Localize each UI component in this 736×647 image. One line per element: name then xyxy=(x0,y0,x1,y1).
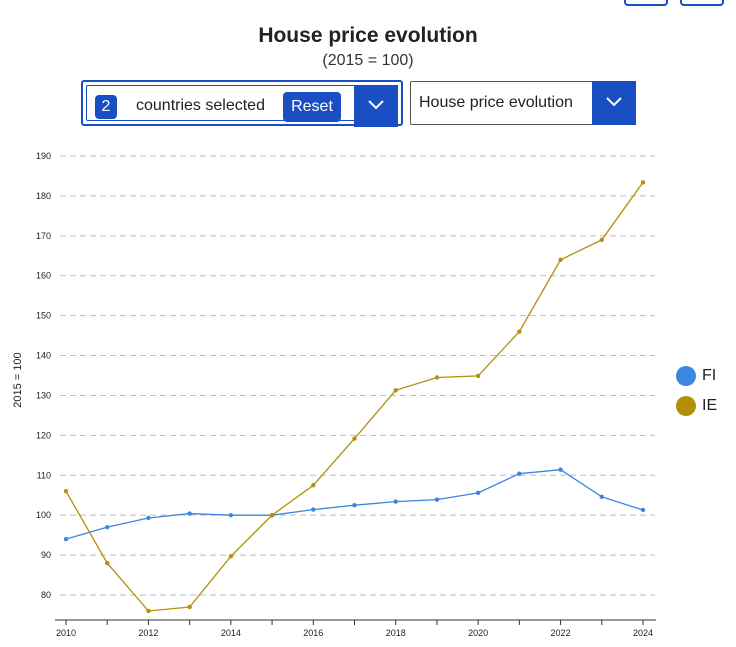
data-point-fi-2019 xyxy=(434,497,440,502)
data-point-ie-2011 xyxy=(105,560,110,566)
y-tick-label-170: 170 xyxy=(36,231,51,241)
data-point-fi-2014 xyxy=(228,512,234,518)
y-tick-label-120: 120 xyxy=(36,430,51,440)
x-tick-label-2016: 2016 xyxy=(303,628,323,638)
x-tick-label-2012: 2012 xyxy=(138,628,158,638)
country-selector-toggle[interactable] xyxy=(354,85,398,127)
data-point-fi-2024 xyxy=(640,507,646,513)
y-tick-label-100: 100 xyxy=(36,510,51,520)
series-line-ie xyxy=(65,181,644,612)
reset-button[interactable]: Reset xyxy=(283,92,341,122)
data-point-ie-2018 xyxy=(393,388,398,393)
legend-label-ie: IE xyxy=(702,397,718,414)
data-point-fi-2010 xyxy=(63,536,69,542)
data-point-fi-2012 xyxy=(146,515,151,521)
indicator-dropdown-value: House price evolution xyxy=(419,94,573,111)
data-point-ie-2016 xyxy=(311,483,316,488)
data-point-ie-2017 xyxy=(352,436,357,441)
data-point-ie-2012 xyxy=(146,608,151,614)
country-selector[interactable]: 2 countries selected Reset xyxy=(81,80,403,127)
data-point-fi-2018 xyxy=(393,499,398,504)
y-axis-label: 2015 = 100 xyxy=(12,352,24,407)
x-tick-label-2020: 2020 xyxy=(468,628,488,638)
data-point-ie-2014 xyxy=(228,554,234,559)
top-button-2[interactable] xyxy=(680,0,724,6)
data-point-fi-2023 xyxy=(599,494,604,500)
x-tick-label-2014: 2014 xyxy=(221,628,241,638)
data-point-fi-2017 xyxy=(352,503,357,508)
data-point-ie-2015 xyxy=(269,512,275,518)
countries-selected-label: countries selected xyxy=(136,97,265,114)
data-point-ie-2013 xyxy=(187,604,192,610)
country-selector-inner: 2 countries selected Reset xyxy=(86,85,398,127)
y-tick-label-150: 150 xyxy=(36,311,51,321)
x-tick-label-2018: 2018 xyxy=(386,628,406,638)
data-point-fi-2021 xyxy=(517,471,522,476)
y-tick-label-80: 80 xyxy=(41,590,51,600)
chart-title: House price evolution xyxy=(258,24,478,47)
x-tick-label-2024: 2024 xyxy=(633,628,653,638)
data-point-fi-2011 xyxy=(105,524,110,530)
data-point-ie-2019 xyxy=(434,375,440,380)
chevron-down-icon xyxy=(606,97,622,107)
data-point-fi-2016 xyxy=(311,507,316,512)
y-tick-label-140: 140 xyxy=(36,351,51,361)
data-point-ie-2023 xyxy=(599,237,604,243)
legend-swatch-fi xyxy=(676,366,696,386)
data-point-fi-2020 xyxy=(475,490,481,496)
y-tick-label-180: 180 xyxy=(36,191,51,201)
x-tick-label-2010: 2010 xyxy=(56,628,76,638)
chevron-down-icon xyxy=(368,100,384,110)
top-button-1[interactable] xyxy=(624,0,668,6)
data-point-fi-2013 xyxy=(187,511,192,516)
y-tick-label-190: 190 xyxy=(36,151,51,161)
data-point-fi-2022 xyxy=(558,467,563,472)
y-tick-label-130: 130 xyxy=(36,390,51,400)
chart-subtitle: (2015 = 100) xyxy=(322,52,414,69)
legend-label-fi: FI xyxy=(702,367,717,384)
legend-swatch-ie xyxy=(676,396,696,416)
y-tick-label-90: 90 xyxy=(41,550,51,560)
data-point-ie-2020 xyxy=(475,373,481,379)
x-tick-label-2022: 2022 xyxy=(551,628,571,638)
y-tick-label-110: 110 xyxy=(37,470,51,480)
indicator-dropdown-toggle[interactable] xyxy=(592,81,636,125)
y-tick-label-160: 160 xyxy=(36,271,51,281)
data-point-ie-2024 xyxy=(640,180,646,185)
data-point-ie-2022 xyxy=(558,257,563,262)
data-point-ie-2010 xyxy=(63,489,69,494)
data-point-ie-2021 xyxy=(517,329,522,334)
selected-count-badge: 2 xyxy=(95,95,117,119)
indicator-dropdown[interactable]: House price evolution xyxy=(410,81,636,125)
